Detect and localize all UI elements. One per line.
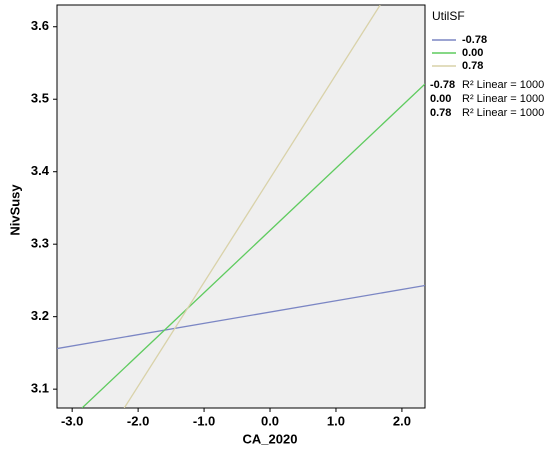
x-tick-label: -1.0: [193, 413, 215, 428]
plot-area: [56, 4, 426, 409]
fit-series: -0.78: [430, 79, 455, 91]
series-line: [57, 284, 425, 350]
x-tick-label: -2.0: [127, 413, 149, 428]
series-line: [81, 83, 425, 408]
legend-title: UtilSF: [432, 9, 465, 23]
fit-label: R² Linear = 1000: [462, 107, 544, 119]
legend-label: 0.78: [462, 60, 483, 72]
fit-label: R² Linear = 1000: [462, 79, 544, 91]
x-tick-label: 0.0: [261, 413, 279, 428]
x-tick-label: 1.0: [327, 413, 345, 428]
y-tick-label: 3.2: [31, 308, 49, 323]
series-line: [123, 5, 381, 408]
fit-series: 0.78: [430, 107, 451, 119]
y-tick-label: 3.5: [31, 91, 49, 106]
y-tick-label: 3.1: [31, 381, 49, 396]
x-axis-label: CA_2020: [243, 431, 298, 446]
y-tick-label: 3.3: [31, 236, 49, 251]
x-tick-label: 2.0: [393, 413, 411, 428]
x-tick-label: -3.0: [61, 413, 83, 428]
legend-label: -0.78: [462, 34, 487, 46]
fit-series: 0.00: [430, 93, 451, 105]
y-tick-label: 3.6: [31, 18, 49, 33]
y-axis-label: NivSusy: [7, 184, 22, 236]
legend-label: 0.00: [462, 47, 483, 59]
fit-label: R² Linear = 1000: [462, 93, 544, 105]
y-tick-label: 3.4: [31, 163, 50, 178]
